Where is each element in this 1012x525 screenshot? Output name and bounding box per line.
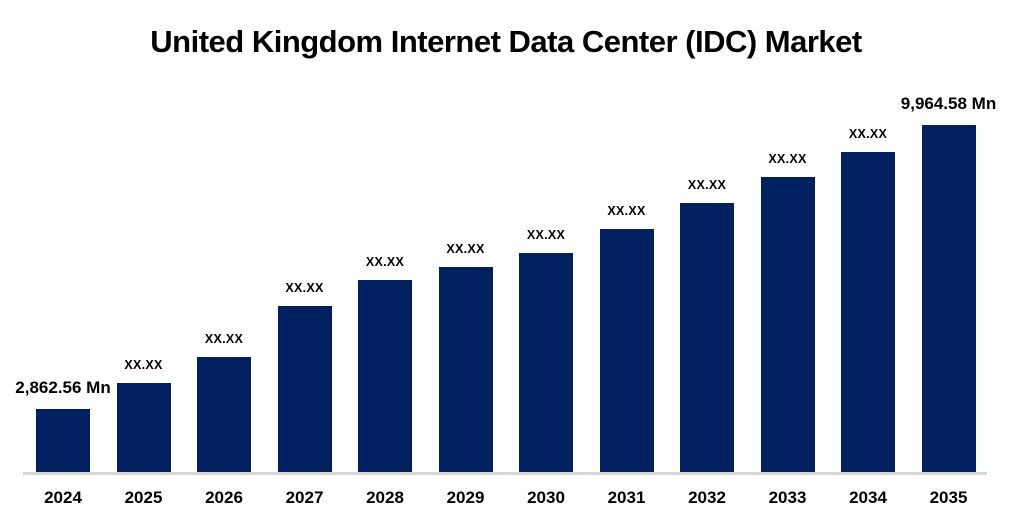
- bar-2034: [841, 152, 895, 472]
- bar-2024: [36, 409, 90, 472]
- bar-value-label-2025: XX.XX: [124, 358, 163, 372]
- chart-title: United Kingdom Internet Data Center (IDC…: [150, 24, 862, 59]
- bar-2033: [760, 177, 815, 472]
- bar-value-label-2029: XX.XX: [446, 242, 485, 256]
- bar-value-label-2026: XX.XX: [204, 332, 244, 346]
- x-axis-label-2031: 2031: [607, 488, 646, 507]
- x-axis-label-2034: 2034: [849, 488, 887, 507]
- x-axis-label-2028: 2028: [366, 488, 404, 507]
- x-axis-label-2025: 2025: [124, 488, 163, 507]
- bar-2029: [438, 267, 493, 472]
- bar-value-label-2030: XX.XX: [526, 228, 566, 242]
- bar-2032: [680, 203, 734, 472]
- bar-2027: [277, 306, 332, 472]
- bar-value-label-2034: XX.XX: [848, 127, 888, 141]
- bar-2031: [599, 229, 654, 472]
- bar-value-label-2032: XX.XX: [687, 178, 727, 192]
- x-axis-label-2032: 2032: [688, 488, 726, 507]
- x-axis-label-2024: 2024: [44, 488, 82, 507]
- x-axis-label-2035: 2035: [929, 488, 968, 507]
- bar-2035: [921, 125, 976, 472]
- bar-value-label-2035: 9,964.58 Mn: [900, 94, 997, 113]
- bar-value-label-2033: XX.XX: [768, 152, 807, 166]
- x-axis-label-2026: 2026: [205, 488, 243, 507]
- bar-value-label-2024: 2,862.56 Mn: [15, 378, 111, 397]
- bar-2025: [116, 383, 171, 472]
- x-axis-label-2029: 2029: [446, 488, 485, 507]
- bar-2028: [358, 280, 412, 472]
- x-axis-label-2030: 2030: [527, 488, 565, 507]
- x-axis-label-2027: 2027: [285, 488, 324, 507]
- bar-value-label-2027: XX.XX: [285, 281, 324, 295]
- x-axis-line: [23, 472, 987, 475]
- bar-2026: [197, 357, 251, 472]
- bar-2030: [519, 253, 573, 472]
- bar-value-label-2028: XX.XX: [365, 255, 405, 269]
- bar-value-label-2031: XX.XX: [607, 204, 646, 218]
- x-axis-label-2033: 2033: [768, 488, 807, 507]
